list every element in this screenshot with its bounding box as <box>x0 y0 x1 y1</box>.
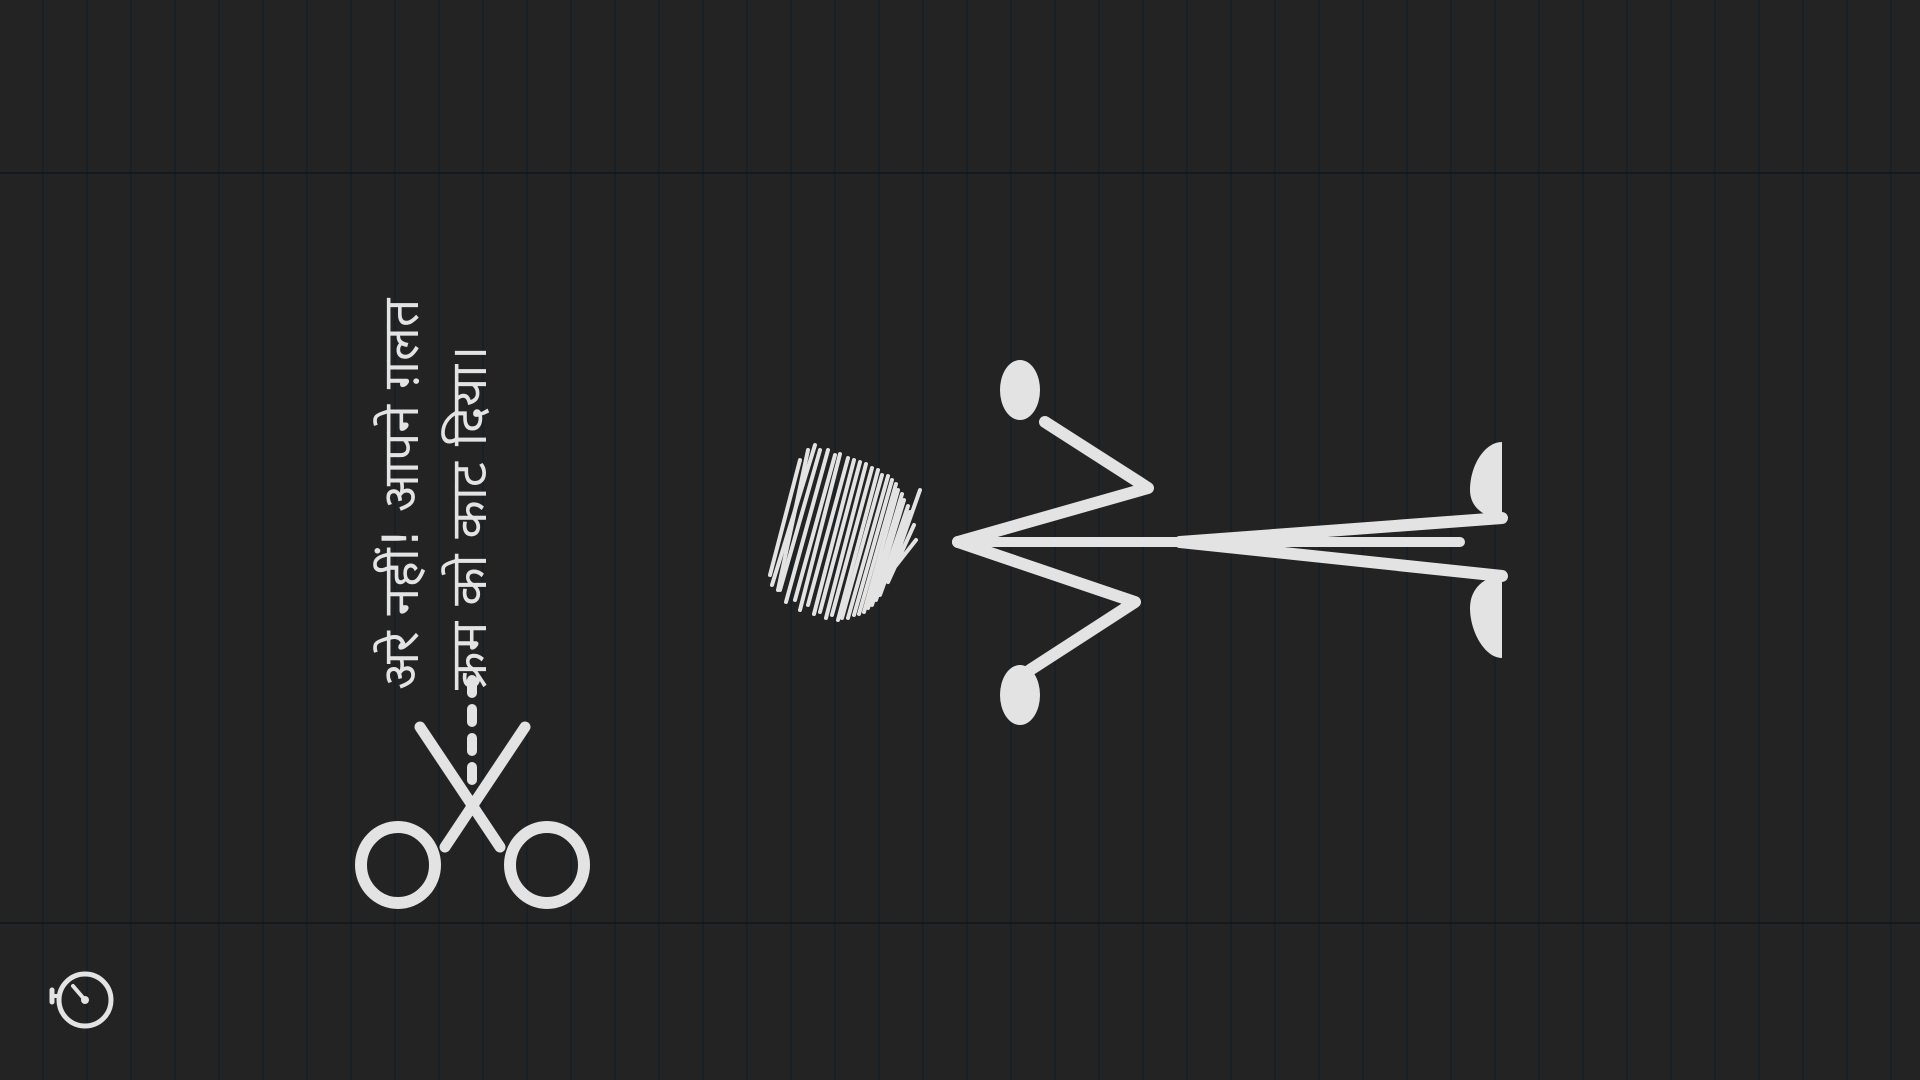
failure-message-text: अरे नहीं! आपने ग़लत क्रम को काट दिया। <box>367 220 503 690</box>
figure-foot-upper <box>1470 442 1502 518</box>
figure-leg-lower <box>1174 536 1508 582</box>
figure-hand-upper <box>1000 360 1040 420</box>
figure-leg-upper <box>1174 512 1508 548</box>
figure-foot-lower <box>1470 576 1502 658</box>
stopwatch-icon[interactable] <box>45 960 120 1035</box>
figure-arm-lower <box>952 536 1141 676</box>
figure-head <box>768 443 922 622</box>
failure-message: अरे नहीं! आपने ग़लत क्रम को काट दिया। <box>285 175 585 735</box>
failure-message-line-1: अरे नहीं! आपने ग़लत <box>372 298 430 690</box>
failure-message-line-2: क्रम को काट दिया। <box>440 345 498 690</box>
ruled-line-top <box>0 172 1920 174</box>
ruled-line-bottom <box>0 922 1920 924</box>
scissors-icon[interactable] <box>350 675 595 915</box>
figure-arm-upper <box>952 416 1154 548</box>
stick-figure <box>768 360 1508 725</box>
figure-hand-lower <box>1000 665 1040 725</box>
